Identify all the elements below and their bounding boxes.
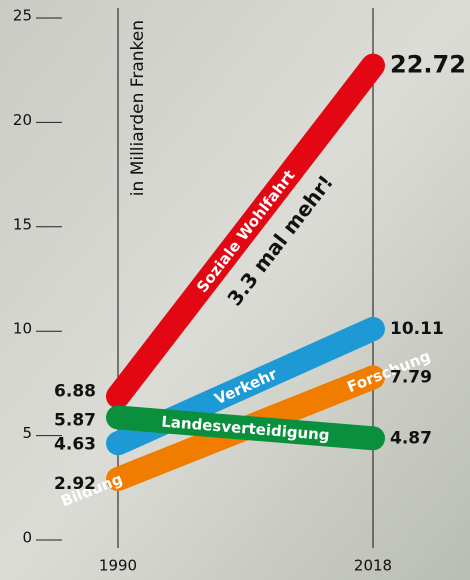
- y-tick-label: 20: [13, 111, 32, 129]
- value-label: 2.92: [54, 474, 96, 494]
- y-tick-label: 0: [22, 529, 32, 547]
- y-tick-label: 15: [13, 215, 32, 233]
- value-label: 5.87: [54, 410, 96, 430]
- value-label: 4.63: [54, 434, 96, 454]
- x-tick-label: 1990: [99, 557, 137, 575]
- y-tick-label: 10: [13, 320, 32, 338]
- value-label: 10.11: [390, 319, 444, 339]
- y-tick-label: 25: [13, 7, 32, 25]
- value-label: 22.72: [390, 51, 466, 79]
- y-axis-label: in Milliarden Franken: [128, 20, 148, 196]
- value-label: 7.79: [390, 367, 432, 387]
- value-label: 6.88: [54, 381, 96, 401]
- y-tick-label: 5: [22, 424, 32, 442]
- x-tick-label: 2018: [354, 557, 392, 575]
- value-label: 4.87: [390, 428, 432, 448]
- slope-line: [106, 405, 385, 451]
- slope-line: [106, 53, 385, 409]
